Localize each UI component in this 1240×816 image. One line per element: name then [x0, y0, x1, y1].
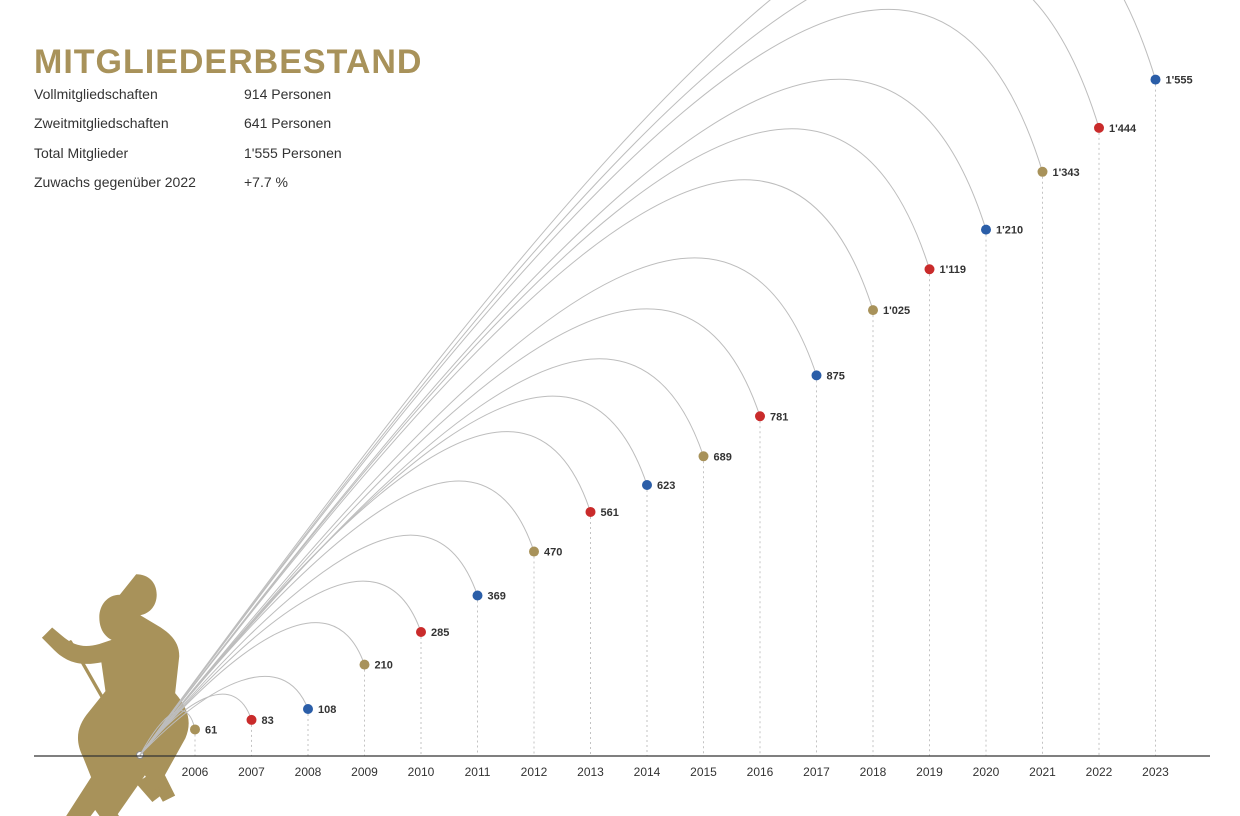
- value-label: 1'444: [1109, 123, 1137, 135]
- year-label: 2006: [182, 765, 209, 779]
- value-label: 108: [318, 704, 336, 716]
- year-label: 2014: [634, 765, 661, 779]
- data-marker: [812, 370, 822, 380]
- year-label: 2023: [1142, 765, 1169, 779]
- data-marker: [1038, 167, 1048, 177]
- value-label: 1'025: [883, 305, 910, 317]
- value-label: 61: [205, 724, 217, 736]
- arc-path: [140, 79, 986, 755]
- arc-path: [140, 309, 760, 755]
- year-label: 2015: [690, 765, 717, 779]
- arc-path: [140, 180, 873, 755]
- year-label: 2010: [408, 765, 435, 779]
- year-label: 2013: [577, 765, 604, 779]
- golfer-icon: [42, 574, 189, 816]
- page-root: MITGLIEDERBESTAND Vollmitgliedschaften 9…: [0, 0, 1240, 816]
- value-label: 623: [657, 480, 675, 492]
- arc-path: [140, 481, 534, 755]
- value-label: 83: [262, 715, 274, 727]
- data-marker: [699, 451, 709, 461]
- value-label: 470: [544, 547, 562, 559]
- data-marker: [925, 264, 935, 274]
- data-marker: [1151, 75, 1161, 85]
- value-label: 1'555: [1166, 75, 1193, 87]
- arc-path: [140, 396, 647, 755]
- arc-path: [140, 0, 1099, 755]
- arc-path: [140, 0, 1156, 755]
- value-label: 561: [601, 507, 619, 519]
- arc-chart: 61 2006 83 2007 108 2008 210 2009 285 2010 369 2011…: [0, 0, 1240, 816]
- data-marker: [303, 704, 313, 714]
- year-label: 2017: [803, 765, 830, 779]
- value-label: 210: [375, 660, 393, 672]
- year-label: 2008: [295, 765, 322, 779]
- arc-path: [140, 359, 704, 755]
- value-label: 1'343: [1053, 167, 1080, 179]
- year-label: 2011: [465, 765, 491, 779]
- year-label: 2022: [1086, 765, 1113, 779]
- arc-path: [140, 129, 930, 755]
- data-marker: [416, 627, 426, 637]
- data-marker: [529, 547, 539, 557]
- data-marker: [586, 507, 596, 517]
- data-marker: [868, 305, 878, 315]
- value-label: 1'119: [940, 264, 966, 276]
- value-label: 689: [714, 451, 732, 463]
- value-label: 875: [827, 370, 845, 382]
- year-label: 2021: [1029, 765, 1056, 779]
- year-label: 2016: [747, 765, 774, 779]
- data-marker: [642, 480, 652, 490]
- value-label: 781: [770, 411, 788, 423]
- value-label: 369: [488, 590, 506, 602]
- data-marker: [360, 660, 370, 670]
- data-marker: [247, 715, 257, 725]
- year-label: 2012: [521, 765, 548, 779]
- year-label: 2019: [916, 765, 943, 779]
- year-label: 2018: [860, 765, 887, 779]
- data-marker: [473, 590, 483, 600]
- data-marker: [755, 411, 765, 421]
- value-label: 1'210: [996, 225, 1023, 237]
- year-label: 2020: [973, 765, 1000, 779]
- data-marker: [1094, 123, 1104, 133]
- year-label: 2007: [238, 765, 265, 779]
- year-label: 2009: [351, 765, 378, 779]
- data-marker: [981, 225, 991, 235]
- arc-path: [140, 432, 591, 755]
- arc-path: [140, 9, 1043, 755]
- data-marker: [190, 724, 200, 734]
- value-label: 285: [431, 627, 449, 639]
